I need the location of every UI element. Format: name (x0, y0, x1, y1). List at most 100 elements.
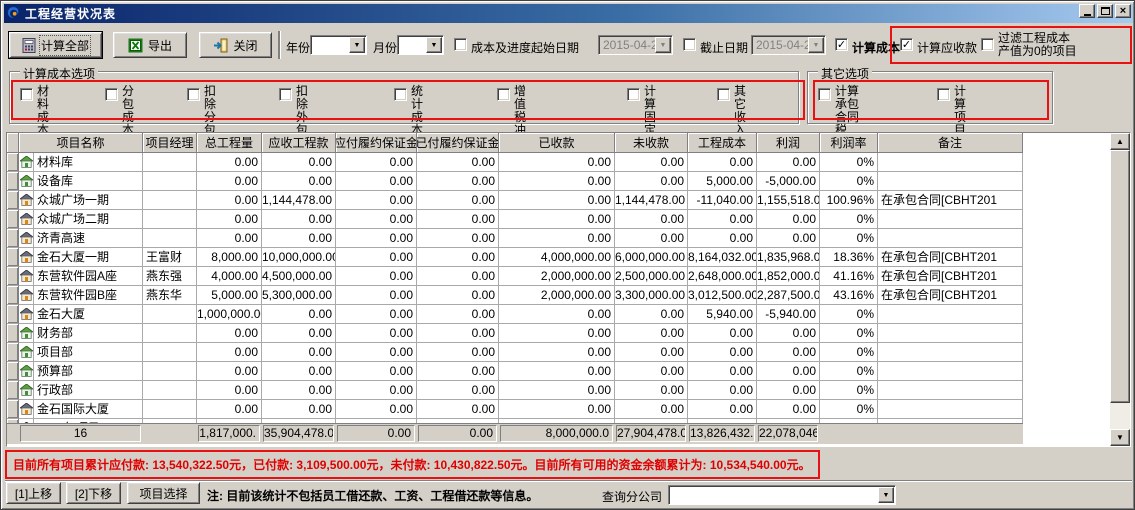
cell-name: 金石大厦一期 (34, 248, 143, 267)
table-row[interactable]: 金石大厦 1,000,000.00 0.00 0.00 0.00 0.00 0.00 5,94… (7, 305, 1023, 324)
cell-value: 0.00 (389, 383, 413, 397)
scroll-up-button[interactable]: ▲ (1110, 133, 1130, 150)
cell-value: 0.00 (660, 383, 684, 397)
cell-cost: 0.00 (688, 343, 757, 362)
cell-value: 5,940.00 (706, 307, 753, 321)
arrow-down-icon: ▼ (1116, 433, 1124, 442)
start-date-checkbox[interactable] (454, 38, 467, 51)
branch-select[interactable]: ▼ (668, 485, 896, 505)
cost-checkbox[interactable] (394, 88, 407, 101)
cell-unreceived: 0.00 (615, 343, 688, 362)
house-orange-icon (19, 229, 34, 248)
row-selector[interactable] (7, 210, 19, 229)
calculator-icon (22, 37, 36, 53)
filter-zero-label: 过滤工程成本 产值为0的项目 (998, 31, 1077, 58)
cell-receivable: 0.00 (262, 419, 336, 423)
table-row[interactable]: 项目部 0.00 0.00 0.00 0.00 0.00 0.00 0.00 0.00 0% (7, 343, 1023, 362)
cell-received: 0.00 (499, 191, 615, 210)
cost-checkbox[interactable] (627, 88, 640, 101)
cell-name: 金石国际大厦 (34, 400, 143, 419)
chevron-down-icon[interactable]: ▼ (349, 37, 365, 53)
cell-value: 0.00 (757, 419, 819, 423)
cell-value: 43.16% (833, 288, 874, 302)
project-select-button[interactable]: 项目选择 (127, 482, 200, 504)
filter-zero-checkbox[interactable] (981, 38, 994, 51)
cost-checkbox[interactable] (105, 88, 118, 101)
table-row[interactable]: 材料库 0.00 0.00 0.00 0.00 0.00 0.00 0.00 0.00 0% (7, 153, 1023, 172)
cell-receivable: 0.00 (262, 343, 336, 362)
move-up-button[interactable]: [1]上移 (6, 482, 61, 504)
row-selector[interactable] (7, 172, 19, 191)
row-selector[interactable] (7, 305, 19, 324)
row-selector[interactable] (7, 267, 19, 286)
table-row[interactable]: 众城广场一期 0.00 1,144,478.00 0.00 0.00 0.00 1,144,… (7, 191, 1023, 210)
table-row[interactable]: 济青高速 0.00 0.00 0.00 0.00 0.00 0.00 0.00 0.00 0% (7, 229, 1023, 248)
cell-profit: -5,000.00 (757, 172, 820, 191)
row-selector[interactable] (7, 153, 19, 172)
month-select[interactable]: ▼ (397, 35, 444, 55)
cell-value: 1,835,968.00 (757, 250, 820, 264)
table-row[interactable]: 东营软件园A座 燕东强 4,000.00 4,500,000.00 0.00 0.00 2,… (7, 267, 1023, 286)
table-row[interactable]: 金石国际大厦 0.00 0.00 0.00 0.00 0.00 0.00 0.00 0.00 0% (7, 400, 1023, 419)
table-header-11: 备注 (878, 133, 1023, 153)
cell-received: 2,000,000.00 (499, 267, 615, 286)
row-selector[interactable] (7, 229, 19, 248)
scrollbar-thumb[interactable] (1110, 150, 1130, 403)
minimize-button[interactable] (1079, 4, 1095, 18)
table-row[interactable]: 金石大厦一期 王富财 8,000.00 10,000,000.00 0.00 0.00 4,… (7, 248, 1023, 267)
table-row[interactable]: 行政部 0.00 0.00 0.00 0.00 0.00 0.00 0.00 0.00 0% (7, 381, 1023, 400)
row-selector[interactable] (7, 400, 19, 419)
close-window-button[interactable]: 关闭 (199, 32, 272, 58)
table-row[interactable]: 设备库 0.00 0.00 0.00 0.00 0.00 0.00 5,000.00 -5,00… (7, 172, 1023, 191)
table-row[interactable]: 东营软件园B座 燕东华 5,000.00 5,300,000.00 0.00 0.00 2,… (7, 286, 1023, 305)
cell-value: 100.96% (826, 193, 874, 207)
chevron-down-icon[interactable]: ▼ (878, 487, 894, 503)
cell-value: 0.00 (587, 383, 611, 397)
table-row[interactable]: 2015年项目0.000.000.000.000.000.000.000.000… (7, 419, 1023, 423)
cell-value: 1,852,000.00 (757, 269, 820, 283)
other-checkbox[interactable] (937, 88, 950, 101)
cell-profit: 0.00 (757, 362, 820, 381)
maximize-button[interactable] (1097, 4, 1113, 18)
close-button[interactable]: × (1115, 4, 1131, 18)
row-selector[interactable] (7, 381, 19, 400)
cell-manager: 燕东强 (143, 267, 197, 286)
cell-value: 5,300,000.00 (262, 288, 333, 302)
cell-value: 0.00 (471, 345, 495, 359)
row-selector[interactable] (7, 362, 19, 381)
payment-summary-text: 目前所有项目累计应付款: 13,540,322.50元，已付款: 3,109,5… (13, 458, 811, 472)
row-selector[interactable] (7, 191, 19, 210)
cost-checkbox[interactable] (279, 88, 292, 101)
cost-checkbox[interactable] (497, 88, 510, 101)
export-button[interactable]: 导出 (113, 32, 187, 58)
scroll-down-button[interactable]: ▼ (1110, 429, 1130, 446)
other-checkbox[interactable] (818, 88, 831, 101)
cell-name: 众城广场二期 (34, 210, 143, 229)
cost-checkbox[interactable] (717, 88, 730, 101)
cell-manager (143, 362, 197, 381)
row-selector[interactable] (7, 419, 19, 423)
cell-cost: 0.00 (688, 419, 757, 423)
row-selector[interactable] (7, 286, 19, 305)
table-row[interactable]: 众城广场二期 0.00 0.00 0.00 0.00 0.00 0.00 0.00 0.00 0% (7, 210, 1023, 229)
chevron-down-icon[interactable]: ▼ (426, 37, 442, 53)
calc-cost-checkbox[interactable]: ✓ (835, 38, 848, 51)
cell-value: 4,000.00 (211, 269, 258, 283)
end-date-checkbox[interactable] (683, 38, 696, 51)
table-row[interactable]: 预算部 0.00 0.00 0.00 0.00 0.00 0.00 0.00 0.00 0% (7, 362, 1023, 381)
calculate-all-button[interactable]: 计算全部 (9, 32, 102, 58)
row-selector[interactable] (7, 248, 19, 267)
cell-profit: 2,287,500.00 (757, 286, 820, 305)
row-selector[interactable] (7, 343, 19, 362)
table-row[interactable]: 财务部 0.00 0.00 0.00 0.00 0.00 0.00 0.00 0.00 0% (7, 324, 1023, 343)
row-selector[interactable] (7, 324, 19, 343)
vertical-scrollbar[interactable]: ▲ ▼ (1110, 133, 1130, 446)
cell-rate: 0% (820, 419, 878, 423)
cell-paid_dep: 0.00 (417, 381, 499, 400)
cost-checkbox[interactable] (20, 88, 33, 101)
move-down-button[interactable]: [2]下移 (66, 482, 121, 504)
app-swirl-icon (6, 6, 21, 21)
year-select[interactable]: ▼ (310, 35, 367, 55)
cost-checkbox[interactable] (187, 88, 200, 101)
calc-receivable-checkbox[interactable]: ✓ (900, 38, 913, 51)
